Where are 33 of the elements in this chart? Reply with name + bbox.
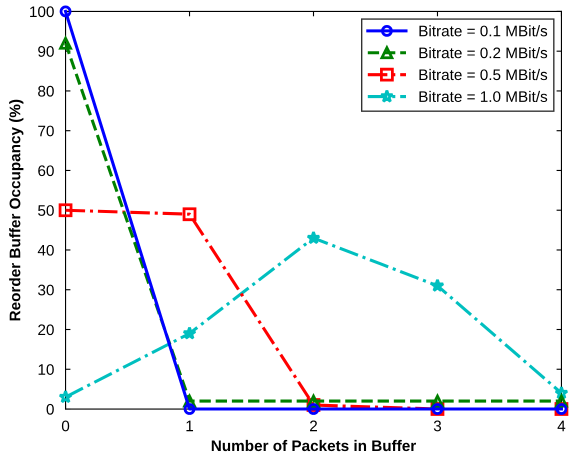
- point: [60, 6, 72, 18]
- y-tick-label: 70: [38, 126, 54, 136]
- y-tick-label: 100: [30, 6, 54, 18]
- legend-label: Bitrate = 0.5 MBit/s: [419, 68, 548, 80]
- point: [59, 36, 72, 50]
- point: [182, 326, 197, 340]
- y-tick-label: 0: [46, 404, 54, 415]
- y-tick-label: 90: [38, 46, 54, 57]
- y-tick-label: 30: [38, 284, 54, 296]
- x-tick-label: 4: [558, 420, 566, 432]
- y-tick-label: 40: [38, 244, 54, 256]
- legend-label: Bitrate = 0.1 MBit/s: [419, 25, 548, 36]
- point: [182, 207, 196, 222]
- y-tick-label: 60: [38, 165, 54, 176]
- point: [430, 278, 445, 292]
- point: [58, 203, 72, 218]
- point: [58, 390, 73, 404]
- legend-label: Bitrate = 0.2 MBit/s: [419, 47, 548, 58]
- point: [308, 403, 320, 415]
- point: [554, 386, 569, 400]
- legend-label: Bitrate = 1.0 MBit/s: [419, 90, 548, 102]
- y-axis-title: Reorder Buffer Occupancy (%): [9, 100, 24, 320]
- x-tick-label: 2: [310, 420, 317, 432]
- x-axis-title: Number of Packets in Buffer: [212, 440, 416, 452]
- point: [184, 403, 196, 415]
- x-tick-label: 1: [186, 420, 194, 432]
- point: [306, 230, 321, 244]
- x-tick-label: 0: [62, 420, 70, 432]
- y-tick-label: 20: [38, 324, 54, 336]
- y-tick-label: 80: [38, 86, 54, 97]
- x-tick-label: 3: [434, 420, 442, 432]
- y-tick-label: 10: [38, 364, 54, 375]
- y-tick-label: 50: [38, 205, 54, 216]
